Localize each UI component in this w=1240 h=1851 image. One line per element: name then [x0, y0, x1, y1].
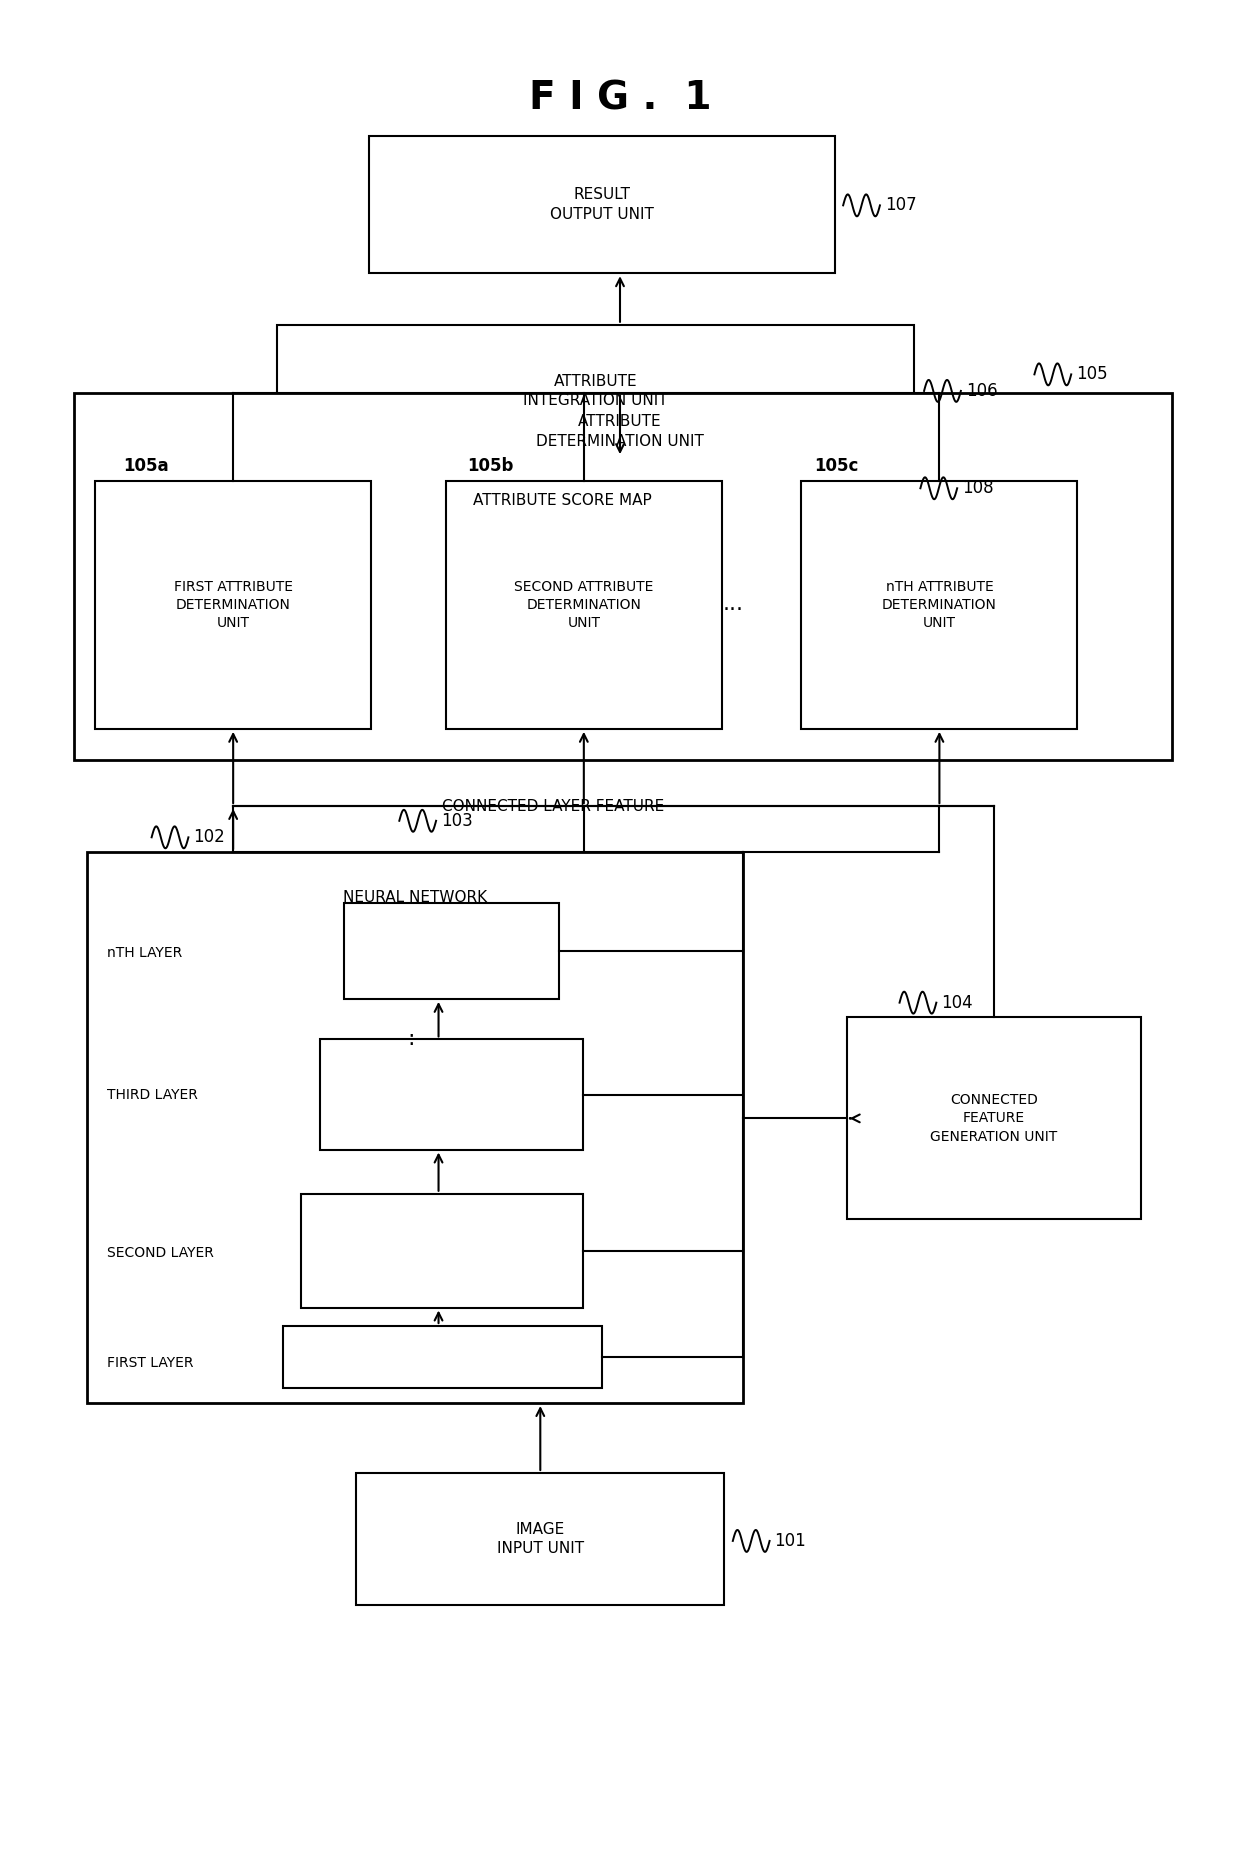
Text: F I G .  1: F I G . 1	[528, 80, 712, 118]
Text: 101: 101	[775, 1533, 806, 1549]
FancyBboxPatch shape	[345, 903, 559, 1000]
Text: 104: 104	[941, 994, 973, 1012]
FancyBboxPatch shape	[283, 1325, 601, 1388]
Text: CONNECTED
FEATURE
GENERATION UNIT: CONNECTED FEATURE GENERATION UNIT	[930, 1092, 1058, 1144]
Text: ATTRIBUTE
INTEGRATION UNIT: ATTRIBUTE INTEGRATION UNIT	[523, 374, 668, 409]
Text: RESULT
OUTPUT UNIT: RESULT OUTPUT UNIT	[549, 187, 653, 222]
Text: ATTRIBUTE SCORE MAP: ATTRIBUTE SCORE MAP	[472, 494, 651, 509]
Text: 105c: 105c	[813, 457, 858, 476]
FancyBboxPatch shape	[801, 481, 1078, 729]
Text: 105: 105	[1076, 365, 1107, 383]
Text: 105b: 105b	[466, 457, 513, 476]
Text: 103: 103	[441, 813, 472, 829]
Text: 105a: 105a	[124, 457, 169, 476]
FancyBboxPatch shape	[87, 851, 743, 1403]
Text: :: :	[408, 1029, 415, 1050]
FancyBboxPatch shape	[277, 324, 914, 457]
Text: SECOND LAYER: SECOND LAYER	[108, 1246, 215, 1259]
Text: THIRD LAYER: THIRD LAYER	[108, 1088, 198, 1101]
Text: CONNECTED LAYER FEATURE: CONNECTED LAYER FEATURE	[443, 798, 665, 814]
Text: ···: ···	[723, 600, 743, 620]
Text: SECOND ATTRIBUTE
DETERMINATION
UNIT: SECOND ATTRIBUTE DETERMINATION UNIT	[515, 579, 653, 631]
FancyBboxPatch shape	[301, 1194, 583, 1307]
FancyBboxPatch shape	[320, 1040, 583, 1149]
Text: 107: 107	[885, 196, 916, 215]
FancyBboxPatch shape	[368, 135, 835, 274]
Text: nTH ATTRIBUTE
DETERMINATION
UNIT: nTH ATTRIBUTE DETERMINATION UNIT	[882, 579, 997, 631]
Text: NEURAL NETWORK: NEURAL NETWORK	[343, 890, 487, 905]
Text: IMAGE
INPUT UNIT: IMAGE INPUT UNIT	[497, 1522, 584, 1557]
FancyBboxPatch shape	[74, 392, 1172, 761]
Text: FIRST ATTRIBUTE
DETERMINATION
UNIT: FIRST ATTRIBUTE DETERMINATION UNIT	[174, 579, 293, 631]
Text: ATTRIBUTE
DETERMINATION UNIT: ATTRIBUTE DETERMINATION UNIT	[536, 415, 704, 448]
Text: 102: 102	[193, 827, 226, 846]
Text: nTH LAYER: nTH LAYER	[108, 946, 182, 961]
Text: 108: 108	[962, 479, 993, 498]
Text: FIRST LAYER: FIRST LAYER	[108, 1355, 193, 1370]
FancyBboxPatch shape	[95, 481, 371, 729]
FancyBboxPatch shape	[356, 1473, 724, 1605]
FancyBboxPatch shape	[847, 1018, 1141, 1220]
FancyBboxPatch shape	[446, 481, 722, 729]
Text: 106: 106	[966, 381, 997, 400]
